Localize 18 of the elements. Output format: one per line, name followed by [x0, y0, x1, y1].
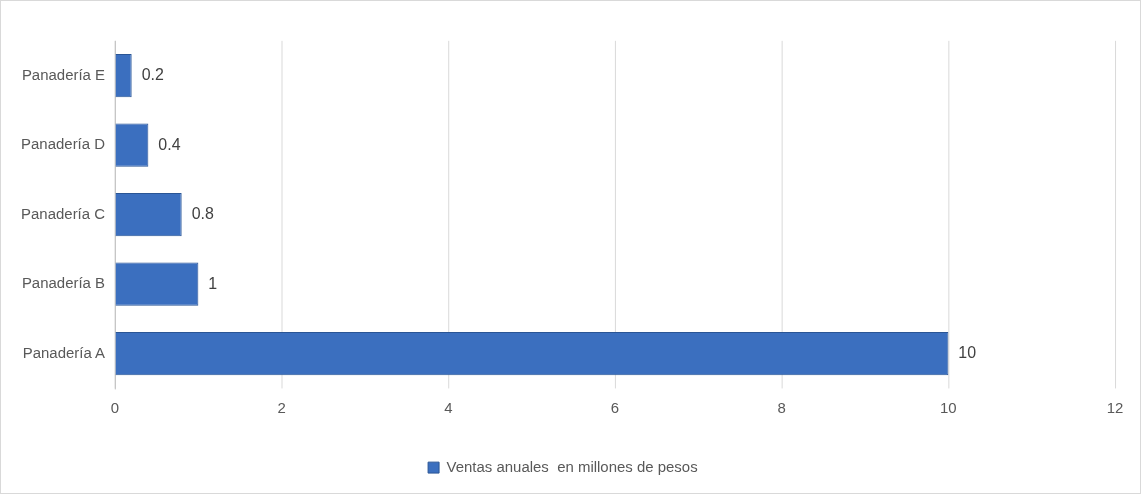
x-tick-label: 12: [1106, 399, 1124, 417]
data-label: 1: [208, 274, 218, 292]
x-tick-label: 2: [277, 399, 286, 417]
y-tick-label: Panadería C: [21, 204, 106, 222]
x-tick-label: 8: [777, 399, 786, 417]
legend-label: Ventas anuales en millones de pesos: [446, 457, 698, 475]
y-tick-label: Panadería A: [22, 343, 106, 361]
x-tick-label: 10: [940, 399, 957, 417]
data-label: 0.2: [141, 66, 164, 83]
data-label: 10: [958, 344, 977, 362]
x-tick-label: 4: [444, 399, 453, 417]
y-tick-label: Panadería B: [21, 274, 106, 292]
x-tick-label: 6: [610, 399, 620, 417]
x-tick-label: 0: [110, 399, 120, 417]
y-tick-label: Panadería E: [21, 65, 106, 83]
data-label: 0.4: [158, 135, 181, 153]
data-label: 0.8: [191, 205, 214, 223]
y-tick-label: Panadería D: [21, 135, 106, 153]
